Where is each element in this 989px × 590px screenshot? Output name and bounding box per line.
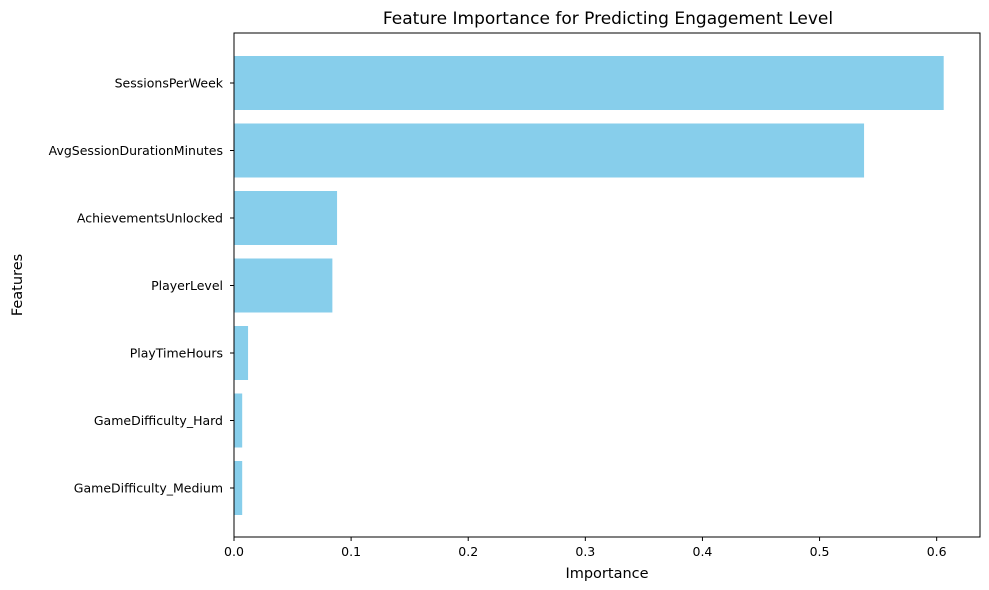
y-axis-label: Features [10, 254, 26, 316]
y-tick-label: GameDifficulty_Hard [94, 413, 223, 428]
bar-gamedifficulty-medium [234, 461, 243, 515]
x-axis-label: Importance [565, 566, 648, 582]
bars-group [234, 56, 944, 515]
bar-gamedifficulty-hard [234, 393, 243, 448]
x-tick-label: 0.1 [341, 544, 361, 559]
bar-achievementsunlocked [234, 191, 338, 245]
y-tick-label: AchievementsUnlocked [77, 211, 223, 226]
bar-sessionsperweek [234, 56, 944, 110]
chart-title: Feature Importance for Predicting Engage… [383, 9, 833, 29]
y-ticks-group: SessionsPerWeek AvgSessionDurationMinutes… [49, 76, 234, 496]
y-tick-label: PlayTimeHours [130, 346, 223, 361]
x-tick-label: 0.4 [693, 544, 713, 559]
bar-playtimehours [234, 326, 249, 380]
y-tick-label: GameDifficulty_Medium [74, 481, 223, 496]
y-tick-label: PlayerLevel [151, 278, 223, 293]
bar-playerlevel [234, 258, 333, 313]
bar-avgsessiondurationminutes [234, 123, 865, 178]
y-tick-label: AvgSessionDurationMinutes [49, 143, 223, 158]
y-tick-label: SessionsPerWeek [115, 76, 224, 91]
x-tick-label: 0.6 [927, 544, 947, 559]
x-tick-label: 0.2 [458, 544, 478, 559]
x-tick-label: 0.3 [575, 544, 595, 559]
x-tick-label: 0.0 [224, 544, 244, 559]
x-tick-label: 0.5 [810, 544, 830, 559]
x-ticks-group: 0.0 0.1 0.2 0.3 0.4 0.5 0.6 [224, 537, 947, 559]
